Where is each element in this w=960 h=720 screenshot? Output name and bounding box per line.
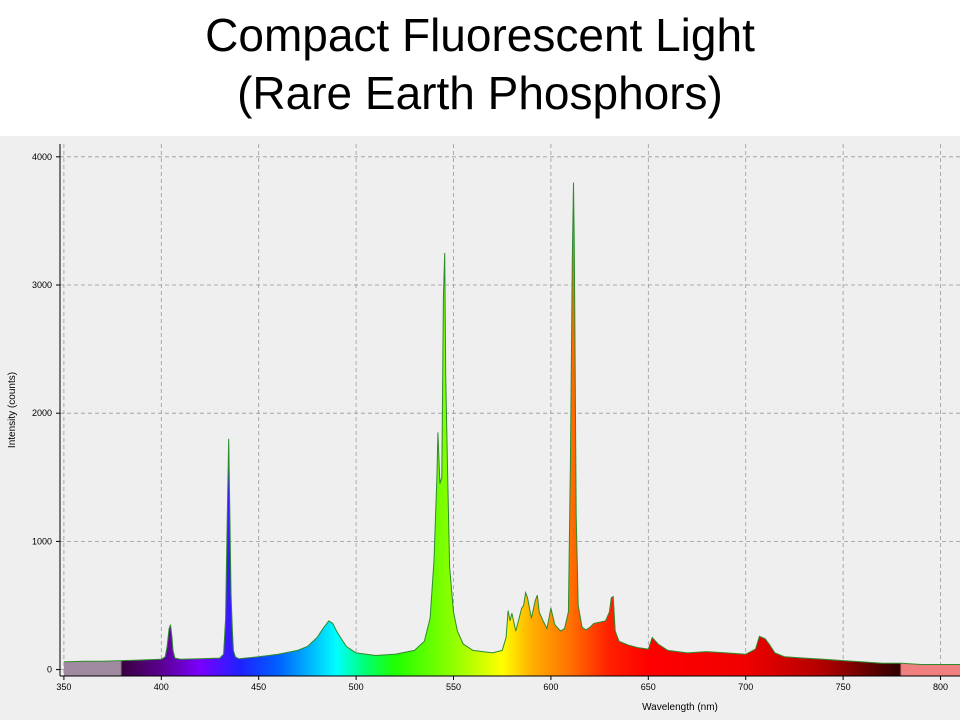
slide-title: Compact Fluorescent Light (Rare Earth Ph… [0,0,960,136]
axes [59,144,960,677]
x-tick-label: 450 [251,682,266,692]
x-tick-label: 550 [446,682,461,692]
y-tick-label: 0 [47,665,52,675]
x-tick-label: 750 [836,682,851,692]
y-tick-label: 4000 [32,152,52,162]
grid-lines [60,144,960,676]
x-tick-label: 400 [154,682,169,692]
x-tick-label: 600 [543,682,558,692]
spectrum-chart: 350 400 450 500 550 600 650 700 750 800 0 1000 2000 3… [0,136,960,720]
x-tick-label: 500 [349,682,364,692]
x-tick-label: 650 [641,682,656,692]
y-tick-label: 2000 [32,408,52,418]
x-tick-label: 700 [738,682,753,692]
chart-background [0,136,960,720]
x-tick-label: 800 [933,682,948,692]
tick-labels: 350 400 450 500 550 600 650 700 750 800 0 1000 2000 3… [32,152,948,692]
spectrum-line [63,182,960,665]
y-axis-title: Intensity (counts) [7,372,18,448]
title-line-1: Compact Fluorescent Light [205,9,755,61]
x-axis-title: Wavelength (nm) [642,702,718,713]
x-tick-label: 350 [56,682,71,692]
title-line-2: (Rare Earth Phosphors) [237,67,723,119]
y-tick-label: 3000 [32,280,52,290]
y-tick-label: 1000 [32,536,52,546]
